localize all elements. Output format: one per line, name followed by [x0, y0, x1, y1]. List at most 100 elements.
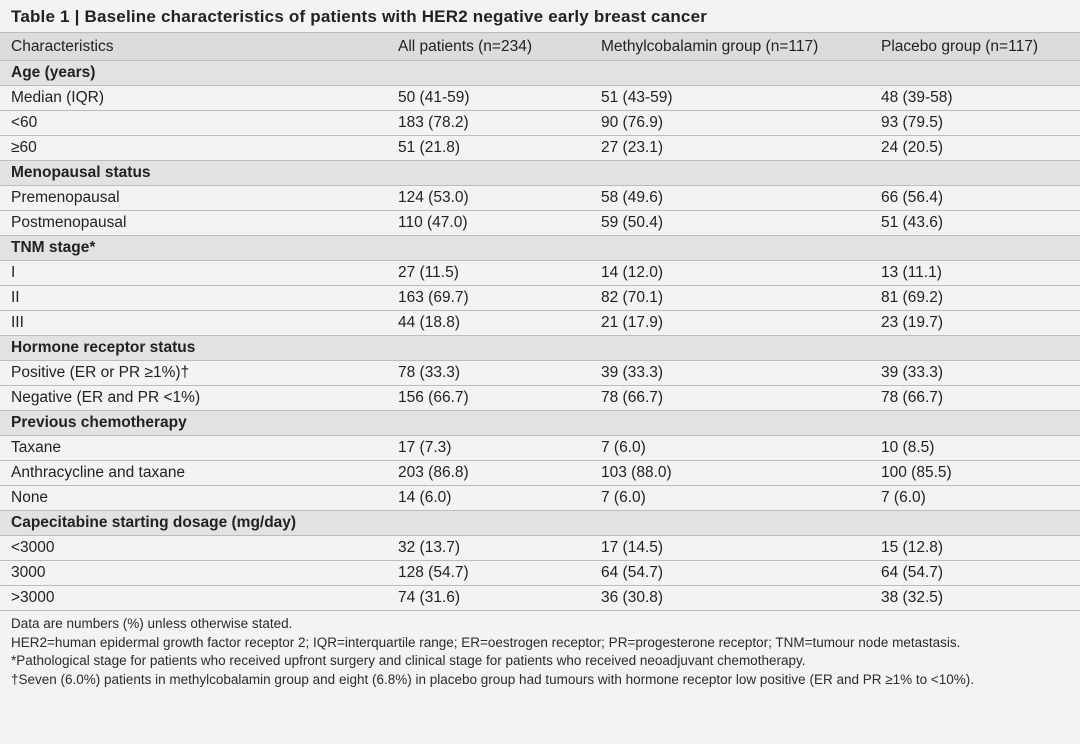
all-patients-cell: 17 (7.3) — [387, 435, 590, 461]
section-heading: Menopausal status — [0, 160, 1080, 186]
column-header-methylcobalamin: Methylcobalamin group (n=117) — [590, 33, 870, 61]
all-patients-cell: 156 (66.7) — [387, 385, 590, 411]
footnote: *Pathological stage for patients who rec… — [11, 653, 806, 668]
characteristic-cell: ≥60 — [0, 135, 387, 161]
all-patients-cell: 50 (41-59) — [387, 85, 590, 111]
baseline-table: Characteristics All patients (n=234) Met… — [0, 33, 1080, 611]
section-heading: Hormone receptor status — [0, 335, 1080, 361]
section-heading: Age (years) — [0, 60, 1080, 86]
methylcobalamin-cell: 90 (76.9) — [590, 110, 870, 136]
section-heading: TNM stage* — [0, 235, 1080, 261]
all-patients-cell: 14 (6.0) — [387, 485, 590, 511]
placebo-cell: 48 (39-58) — [870, 85, 1080, 111]
all-patients-cell: 124 (53.0) — [387, 185, 590, 211]
methylcobalamin-cell: 59 (50.4) — [590, 210, 870, 236]
column-header-placebo: Placebo group (n=117) — [870, 33, 1080, 61]
section-header-row: Capecitabine starting dosage (mg/day) — [0, 510, 1080, 536]
section-header-row: Menopausal status — [0, 160, 1080, 186]
section-header-row: Hormone receptor status — [0, 335, 1080, 361]
methylcobalamin-cell: 82 (70.1) — [590, 285, 870, 311]
characteristic-cell: II — [0, 285, 387, 311]
characteristic-cell: I — [0, 260, 387, 286]
footnote: Data are numbers (%) unless otherwise st… — [11, 616, 293, 631]
all-patients-cell: 78 (33.3) — [387, 360, 590, 386]
table-row: <3000 32 (13.7) 17 (14.5) 15 (12.8) — [0, 535, 1080, 561]
footnote: †Seven (6.0%) patients in methylcobalami… — [11, 671, 975, 687]
characteristic-cell: Premenopausal — [0, 185, 387, 211]
methylcobalamin-cell: 58 (49.6) — [590, 185, 870, 211]
table-row: Positive (ER or PR ≥1%)† 78 (33.3) 39 (33.… — [0, 360, 1080, 386]
characteristic-cell: <3000 — [0, 535, 387, 561]
placebo-cell: 38 (32.5) — [870, 585, 1080, 611]
table-row: Postmenopausal 110 (47.0) 59 (50.4) 51 (43.… — [0, 210, 1080, 236]
table-row: Taxane 17 (7.3) 7 (6.0) 10 (8.5) — [0, 435, 1080, 461]
table-row: >3000 74 (31.6) 36 (30.8) 38 (32.5) — [0, 585, 1080, 611]
section-header-row: Previous chemotherapy — [0, 410, 1080, 436]
all-patients-cell: 183 (78.2) — [387, 110, 590, 136]
characteristic-cell: Median (IQR) — [0, 85, 387, 111]
column-header-characteristics: Characteristics — [0, 33, 387, 61]
placebo-cell: 51 (43.6) — [870, 210, 1080, 236]
methylcobalamin-cell: 103 (88.0) — [590, 460, 870, 486]
table-row: 3000 128 (54.7) 64 (54.7) 64 (54.7) — [0, 560, 1080, 586]
methylcobalamin-cell: 21 (17.9) — [590, 310, 870, 336]
characteristic-cell: 3000 — [0, 560, 387, 586]
placebo-cell: 39 (33.3) — [870, 360, 1080, 386]
methylcobalamin-cell: 36 (30.8) — [590, 585, 870, 611]
table-title: Table 1 | Baseline characteristics of pa… — [0, 0, 1080, 33]
characteristic-cell: Postmenopausal — [0, 210, 387, 236]
table-row: Median (IQR) 50 (41-59) 51 (43-59) 48 (39-5… — [0, 85, 1080, 111]
table-row: I 27 (11.5) 14 (12.0) 13 (11.1) — [0, 260, 1080, 286]
methylcobalamin-cell: 27 (23.1) — [590, 135, 870, 161]
table-row: III 44 (18.8) 21 (17.9) 23 (19.7) — [0, 310, 1080, 336]
all-patients-cell: 128 (54.7) — [387, 560, 590, 586]
placebo-cell: 7 (6.0) — [870, 485, 1080, 511]
placebo-cell: 64 (54.7) — [870, 560, 1080, 586]
all-patients-cell: 163 (69.7) — [387, 285, 590, 311]
placebo-cell: 100 (85.5) — [870, 460, 1080, 486]
characteristic-cell: None — [0, 485, 387, 511]
methylcobalamin-cell: 7 (6.0) — [590, 485, 870, 511]
column-header-all-patients: All patients (n=234) — [387, 33, 590, 61]
table-row: Anthracycline and taxane 203 (86.8) 103 (8… — [0, 460, 1080, 486]
table-row: ≥60 51 (21.8) 27 (23.1) 24 (20.5) — [0, 135, 1080, 161]
header-row: Characteristics All patients (n=234) Met… — [0, 33, 1080, 61]
methylcobalamin-cell: 64 (54.7) — [590, 560, 870, 586]
characteristic-cell: Negative (ER and PR <1%) — [0, 385, 387, 411]
placebo-cell: 24 (20.5) — [870, 135, 1080, 161]
all-patients-cell: 27 (11.5) — [387, 260, 590, 286]
table-row: II 163 (69.7) 82 (70.1) 81 (69.2) — [0, 285, 1080, 311]
table-row: None 14 (6.0) 7 (6.0) 7 (6.0) — [0, 485, 1080, 511]
methylcobalamin-cell: 51 (43-59) — [590, 85, 870, 111]
methylcobalamin-cell: 7 (6.0) — [590, 435, 870, 461]
methylcobalamin-cell: 17 (14.5) — [590, 535, 870, 561]
all-patients-cell: 203 (86.8) — [387, 460, 590, 486]
characteristic-cell: Anthracycline and taxane — [0, 460, 387, 486]
characteristic-cell: Taxane — [0, 435, 387, 461]
characteristic-cell: >3000 — [0, 585, 387, 611]
placebo-cell: 66 (56.4) — [870, 185, 1080, 211]
all-patients-cell: 44 (18.8) — [387, 310, 590, 336]
all-patients-cell: 32 (13.7) — [387, 535, 590, 561]
section-heading: Previous chemotherapy — [0, 410, 1080, 436]
characteristic-cell: Positive (ER or PR ≥1%)† — [0, 360, 387, 386]
section-heading: Capecitabine starting dosage (mg/day) — [0, 510, 1080, 536]
footnote: HER2=human epidermal growth factor recep… — [11, 634, 961, 650]
placebo-cell: 23 (19.7) — [870, 310, 1080, 336]
placebo-cell: 10 (8.5) — [870, 435, 1080, 461]
table-row: Negative (ER and PR <1%) 156 (66.7) 78 (66… — [0, 385, 1080, 411]
table-row: Premenopausal 124 (53.0) 58 (49.6) 66 (56.4… — [0, 185, 1080, 211]
section-header-row: Age (years) — [0, 60, 1080, 86]
all-patients-cell: 51 (21.8) — [387, 135, 590, 161]
placebo-cell: 15 (12.8) — [870, 535, 1080, 561]
methylcobalamin-cell: 78 (66.7) — [590, 385, 870, 411]
placebo-cell: 81 (69.2) — [870, 285, 1080, 311]
all-patients-cell: 74 (31.6) — [387, 585, 590, 611]
placebo-cell: 13 (11.1) — [870, 260, 1080, 286]
section-header-row: TNM stage* — [0, 235, 1080, 261]
methylcobalamin-cell: 39 (33.3) — [590, 360, 870, 386]
table-body: Age (years) Median (IQR) 50 (41-59) 51 (43-… — [0, 60, 1080, 611]
placebo-cell: 93 (79.5) — [870, 110, 1080, 136]
table-row: <60 183 (78.2) 90 (76.9) 93 (79.5) — [0, 110, 1080, 136]
